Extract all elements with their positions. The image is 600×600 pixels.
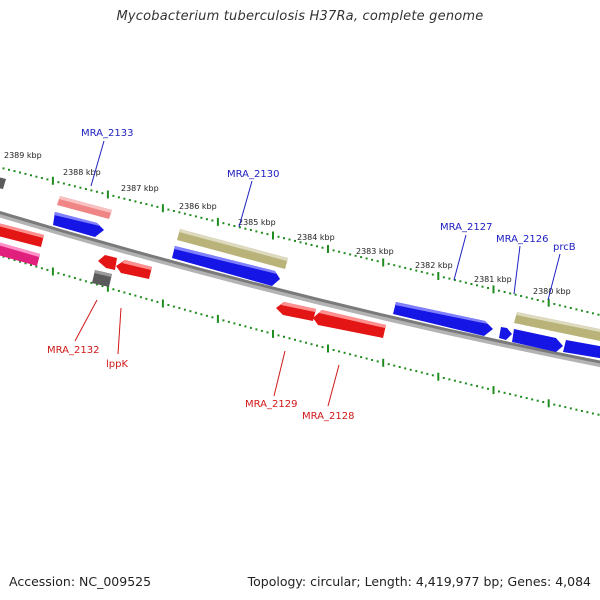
map-title: Mycobacterium tuberculosis H37Ra, comple…: [116, 9, 484, 24]
kbp-label: 2385 kbp: [238, 218, 276, 227]
gene-blue-c: [512, 329, 563, 352]
gene-MRA_2130-highlight: [179, 229, 288, 261]
label-lppK: lppK: [106, 359, 128, 370]
gene-MRA_2126: [499, 327, 512, 340]
scale-labels: 2389 kbp 2388 kbp 2387 kbp 2386 kbp 2385…: [4, 151, 571, 296]
gene-red-left-highlight: [0, 223, 44, 238]
leader-MRA_2130: [238, 180, 253, 228]
label-MRA_2133: MRA_2133: [81, 128, 133, 139]
leader-MRA_2133: [90, 140, 105, 187]
kbp-label: 2380 kbp: [533, 287, 571, 296]
kbp-label: 2386 kbp: [179, 202, 217, 211]
leader-MRA_2128: [327, 364, 340, 407]
leader-lppK: [117, 307, 122, 355]
leader-MRA_2132: [74, 299, 98, 342]
label-MRA_2130: MRA_2130: [227, 169, 279, 180]
forward-strand-genes: [0, 177, 600, 359]
scale-ticks-top: [2, 167, 600, 316]
kbp-label: 2384 kbp: [297, 233, 335, 242]
kbp-label: 2382 kbp: [415, 261, 453, 270]
gene-blue-b: [172, 246, 280, 286]
genome-backbone: [0, 210, 600, 368]
label-leaders: [74, 140, 561, 407]
leader-MRA_2129: [273, 350, 286, 397]
gene-prcB: [514, 312, 600, 341]
gene-MRA_2127-highlight: [395, 302, 488, 324]
kbp-label: 2387 kbp: [121, 184, 159, 193]
label-prcB: prcB: [553, 242, 576, 253]
gene-lppK-a: [98, 255, 117, 270]
gene-blue-d: [563, 340, 600, 359]
kbp-label: 2388 kbp: [63, 168, 101, 177]
leader-MRA_2127: [453, 234, 467, 281]
gene-blue-a-highlight: [54, 212, 100, 226]
label-MRA_2126: MRA_2126: [496, 234, 548, 245]
scale-ticks-bottom: [2, 255, 600, 416]
gene-MRA_2130: [177, 229, 288, 269]
gene-lppK-b-highlight: [122, 260, 152, 270]
gene-MRA_2129-highlight: [281, 302, 316, 312]
gene-labels-reverse: MRA_2132 lppK MRA_2129 MRA_2128: [47, 345, 354, 422]
gene-magenta-left-highlight: [0, 242, 40, 257]
kbp-label: 2389 kbp: [4, 151, 42, 160]
gene-MRA_2127: [393, 302, 493, 336]
label-MRA_2132: MRA_2132: [47, 345, 99, 356]
gene-MRA_2128: [313, 310, 386, 338]
gene-blue-a: [53, 212, 104, 237]
gene-MRA_2133-highlight: [59, 196, 112, 213]
label-MRA_2129: MRA_2129: [245, 399, 297, 410]
backbone-shadow: [0, 211, 600, 368]
gene-labels-forward: MRA_2133 MRA_2130 MRA_2127 MRA_2126 prcB: [81, 128, 576, 253]
kbp-label: 2383 kbp: [356, 247, 394, 256]
gene-gray-left: [0, 177, 6, 189]
reverse-strand-genes: [0, 223, 386, 338]
gene-MRA_2129: [276, 302, 316, 321]
backbone-line: [0, 210, 600, 364]
topology-text: Topology: circular; Length: 4,419,977 bp…: [247, 574, 591, 589]
leader-MRA_2126: [513, 245, 521, 295]
leader-prcB: [547, 253, 561, 301]
gene-MRA_2132-highlight: [94, 270, 112, 277]
gene-prcB-highlight: [516, 312, 600, 332]
gene-blue-b-highlight: [174, 246, 277, 274]
gene-MRA_2128-highlight: [319, 310, 386, 328]
label-MRA_2127: MRA_2127: [440, 222, 492, 233]
label-MRA_2128: MRA_2128: [302, 411, 354, 422]
kbp-label: 2381 kbp: [474, 275, 512, 284]
accession-text: Accession: NC_009525: [9, 574, 152, 589]
